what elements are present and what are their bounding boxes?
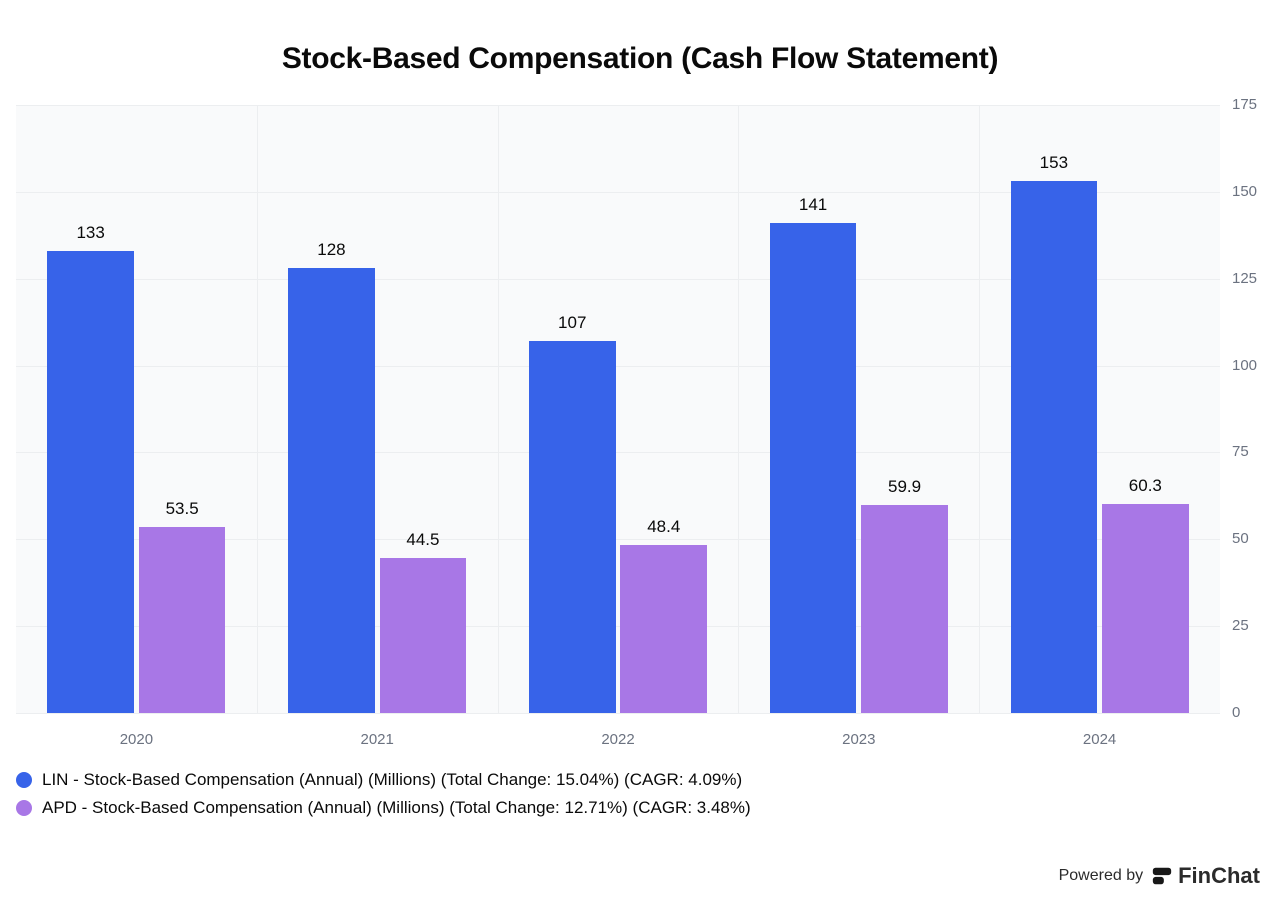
bar-value-label: 141	[799, 195, 827, 215]
legend-swatch-icon	[16, 800, 32, 816]
brand-name: FinChat	[1178, 863, 1260, 889]
bar-lin	[529, 341, 616, 713]
bar-value-label: 48.4	[647, 517, 680, 537]
bar-apd	[139, 527, 226, 713]
x-tick-label: 2024	[1083, 731, 1116, 748]
bar-value-label: 53.5	[166, 499, 199, 519]
bar-apd	[1102, 504, 1189, 713]
brand: FinChat	[1151, 863, 1260, 889]
bar-value-label: 133	[76, 223, 104, 243]
legend: LIN - Stock-Based Compensation (Annual) …	[16, 770, 751, 826]
gridline-v	[979, 105, 980, 713]
bar-apd	[380, 558, 467, 713]
gridline-h	[16, 713, 1220, 714]
gridline-v	[498, 105, 499, 713]
bar-lin	[1011, 181, 1098, 713]
plot-area: 133 53.5 128 44.5 107 48.4 141 59.9 153 60.3	[16, 105, 1220, 713]
legend-item: APD - Stock-Based Compensation (Annual) …	[16, 798, 751, 818]
y-tick-label: 125	[1232, 270, 1257, 287]
x-tick-label: 2021	[361, 731, 394, 748]
bar-value-label: 128	[317, 240, 345, 260]
legend-item: LIN - Stock-Based Compensation (Annual) …	[16, 770, 751, 790]
legend-label: LIN - Stock-Based Compensation (Annual) …	[42, 770, 742, 790]
legend-swatch-icon	[16, 772, 32, 788]
bar-apd	[861, 505, 948, 713]
x-tick-label: 2023	[842, 731, 875, 748]
y-tick-label: 0	[1232, 704, 1240, 721]
bar-lin	[288, 268, 375, 713]
y-tick-label: 150	[1232, 183, 1257, 200]
y-tick-label: 175	[1232, 96, 1257, 113]
finchat-logo-icon	[1151, 865, 1173, 887]
gridline-v	[738, 105, 739, 713]
bar-value-label: 60.3	[1129, 476, 1162, 496]
powered-by-text: Powered by	[1059, 867, 1144, 885]
bar-lin	[770, 223, 857, 713]
chart-container: Stock-Based Compensation (Cash Flow Stat…	[0, 0, 1280, 907]
chart-title: Stock-Based Compensation (Cash Flow Stat…	[0, 42, 1280, 76]
y-tick-label: 50	[1232, 530, 1249, 547]
y-tick-label: 25	[1232, 617, 1249, 634]
bar-apd	[620, 545, 707, 713]
bar-value-label: 107	[558, 313, 586, 333]
x-tick-label: 2020	[120, 731, 153, 748]
legend-label: APD - Stock-Based Compensation (Annual) …	[42, 798, 751, 818]
bar-lin	[47, 251, 134, 713]
powered-by-branding: Powered by FinChat	[1059, 863, 1260, 889]
bar-value-label: 44.5	[406, 530, 439, 550]
y-tick-label: 100	[1232, 357, 1257, 374]
bar-value-label: 59.9	[888, 477, 921, 497]
y-tick-label: 75	[1232, 443, 1249, 460]
bar-value-label: 153	[1040, 153, 1068, 173]
gridline-h	[16, 105, 1220, 106]
x-tick-label: 2022	[601, 731, 634, 748]
gridline-v	[257, 105, 258, 713]
